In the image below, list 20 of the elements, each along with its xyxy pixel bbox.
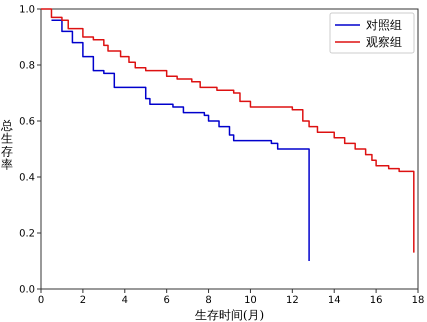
y-tick-label: 0.2 (19, 228, 35, 240)
legend-label: 对照组 (366, 18, 402, 32)
x-tick-label: 10 (244, 295, 257, 306)
y-tick-label: 0.4 (19, 172, 35, 184)
x-tick-label: 2 (80, 295, 86, 306)
x-tick-label: 14 (328, 295, 341, 306)
y-tick-label: 0.0 (19, 284, 35, 296)
x-tick-label: 6 (163, 295, 170, 306)
x-tick-label: 4 (122, 295, 128, 306)
x-axis-title: 生存时间(月) (194, 308, 264, 322)
y-axis-title: 总生存率 (0, 118, 13, 172)
x-tick-label: 18 (412, 295, 424, 306)
legend-label: 观察组 (366, 35, 402, 49)
y-tick-label: 0.6 (19, 116, 35, 128)
x-tick-label: 12 (286, 295, 299, 306)
x-tick-label: 0 (38, 295, 44, 306)
y-tick-label: 1.0 (19, 4, 35, 16)
x-tick-label: 8 (205, 295, 212, 306)
x-tick-label: 16 (370, 295, 382, 306)
y-tick-label: 0.8 (19, 60, 35, 72)
